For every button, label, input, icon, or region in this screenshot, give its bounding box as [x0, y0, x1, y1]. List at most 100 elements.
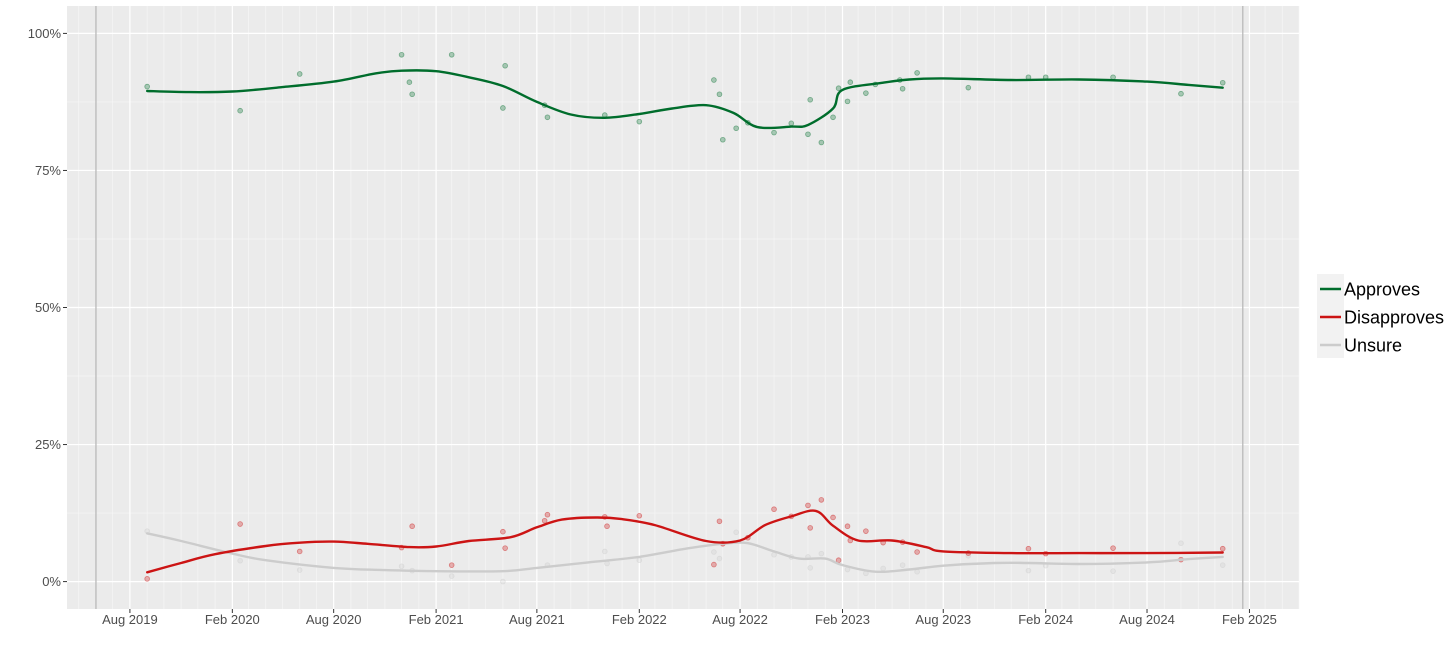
approves-point	[1178, 90, 1184, 97]
disapproves-point	[914, 549, 920, 555]
y-axis: 0% 25% 50% 75% 100%	[28, 26, 67, 589]
x-tick-label: Feb 2022	[612, 612, 667, 627]
legend: Approves Disapproves Unsure	[1317, 274, 1444, 358]
approves-point	[716, 91, 723, 98]
approves-trend-line	[146, 69, 1224, 130]
unsure-point	[818, 550, 825, 557]
disapproves-point	[830, 514, 836, 521]
approves-point	[805, 131, 811, 138]
disapproves-point	[807, 525, 814, 531]
approves-point	[914, 70, 920, 76]
disapproves-point	[1025, 545, 1032, 552]
unsure-point	[448, 573, 455, 579]
legend-label-approves: Approves	[1344, 280, 1420, 300]
grid-major	[67, 6, 1299, 609]
approves-point	[296, 71, 303, 77]
disapproves-point	[604, 523, 610, 530]
unsure-trend-line	[146, 532, 1224, 574]
disapproves-point	[502, 545, 508, 551]
approves-point	[863, 90, 869, 96]
disapproves-point	[144, 576, 150, 582]
approves-point	[144, 83, 150, 90]
unsure-point	[1178, 540, 1184, 547]
disapproves-point	[541, 517, 548, 524]
disapproves-point	[237, 521, 243, 527]
y-tick-label: 75%	[35, 163, 61, 178]
reference-lines	[95, 6, 1244, 609]
unsure-point	[711, 549, 717, 555]
disapproves-point	[1110, 545, 1116, 551]
x-tick-label: Feb 2025	[1222, 612, 1277, 627]
trend-lines	[146, 69, 1224, 574]
legend-label-unsure: Unsure	[1344, 336, 1402, 356]
approves-point	[398, 51, 405, 58]
y-tick-label: 25%	[35, 437, 61, 452]
disapproves-point	[1219, 545, 1226, 552]
approves-point	[502, 62, 508, 69]
disapproves-point	[805, 502, 811, 509]
approves-point	[237, 107, 243, 114]
approves-point	[720, 136, 726, 143]
x-axis: Aug 2019 Feb 2020 Aug 2020 Feb 2021 Aug 2021…	[102, 609, 1277, 627]
unsure-point	[899, 562, 906, 568]
disapproves-point	[716, 518, 723, 525]
unsure-point	[500, 578, 506, 585]
disapproves-point	[448, 562, 455, 568]
unsure-point	[1219, 562, 1226, 568]
approves-point	[771, 129, 777, 136]
approves-point	[711, 77, 717, 83]
disapproves-point	[863, 528, 869, 534]
x-tick-label: Feb 2024	[1018, 612, 1073, 627]
disapproves-point	[409, 523, 415, 530]
unsure-point	[880, 565, 886, 572]
unsure-point	[636, 557, 643, 564]
x-tick-label: Feb 2021	[409, 612, 464, 627]
approves-point	[965, 84, 972, 91]
approves-point	[448, 51, 455, 58]
approves-point	[899, 85, 906, 92]
unsure-point	[1110, 568, 1116, 574]
x-tick-label: Aug 2024	[1119, 612, 1175, 627]
approves-point	[733, 125, 739, 132]
x-tick-label: Aug 2023	[915, 612, 971, 627]
x-tick-label: Aug 2020	[306, 612, 362, 627]
approves-point	[409, 91, 415, 98]
unsure-point	[601, 548, 608, 555]
approves-point	[1219, 79, 1226, 86]
unsure-point	[398, 563, 405, 570]
approves-point	[636, 118, 643, 125]
y-tick-label: 50%	[35, 300, 61, 315]
approves-point	[830, 114, 836, 121]
x-tick-label: Feb 2020	[205, 612, 260, 627]
approves-point	[500, 105, 506, 111]
x-tick-label: Aug 2021	[509, 612, 565, 627]
approves-point	[406, 79, 413, 85]
unsure-point	[237, 557, 243, 564]
disapproves-point	[544, 511, 551, 518]
approves-point	[847, 79, 854, 85]
unsure-point	[1025, 567, 1032, 574]
disapproves-point	[296, 548, 303, 555]
disapproves-trend-line	[146, 509, 1224, 574]
x-tick-label: Feb 2023	[815, 612, 870, 627]
x-tick-label: Aug 2019	[102, 612, 158, 627]
disapproves-point	[500, 528, 506, 535]
disapproves-point	[711, 561, 717, 568]
unsure-point	[716, 555, 723, 562]
approves-point	[788, 120, 795, 127]
disapproves-point	[818, 497, 825, 503]
approves-point	[807, 96, 814, 103]
x-tick-label: Aug 2022	[712, 612, 768, 627]
y-tick-label: 0%	[42, 574, 61, 589]
approves-point	[1110, 74, 1116, 81]
legend-label-disapproves: Disapproves	[1344, 308, 1444, 328]
approves-point	[835, 85, 842, 92]
approves-point	[818, 139, 825, 146]
disapproves-point	[771, 506, 777, 513]
unsure-point	[733, 529, 739, 536]
y-tick-label: 100%	[28, 26, 62, 41]
unsure-point	[296, 567, 303, 573]
disapproves-point	[636, 513, 643, 519]
unsure-point	[807, 565, 814, 571]
